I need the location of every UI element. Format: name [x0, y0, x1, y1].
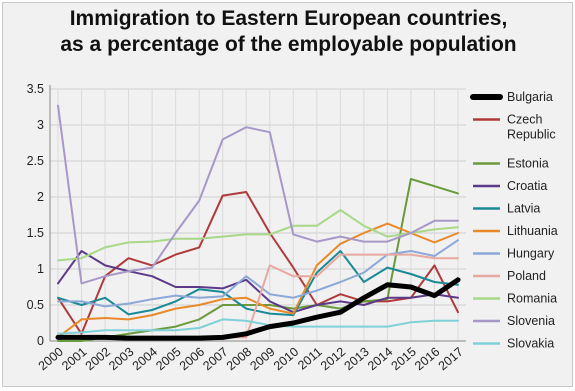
legend-label-bulgaria: Bulgaria [507, 90, 553, 104]
x-tick-label: 2006 [177, 345, 207, 374]
chart-title: Immigration to Eastern European countrie… [3, 6, 574, 58]
chart-title-line-2: as a percentage of the employable popula… [60, 33, 517, 56]
legend-label-hungary: Hungary [507, 247, 555, 261]
x-tick-label: 2003 [106, 345, 136, 374]
series-line-bulgaria [55, 277, 461, 341]
series-line-croatia [57, 250, 459, 314]
y-tick-label: 0.5 [27, 298, 44, 312]
x-tick-label: 2014 [365, 345, 395, 374]
legend-label-estonia: Estonia [507, 157, 549, 171]
y-tick-label: 3.5 [27, 82, 44, 96]
series-line-latvia [57, 250, 459, 317]
x-tick-label: 2010 [271, 345, 301, 374]
x-tick-label: 2015 [389, 345, 419, 374]
x-tick-label: 2000 [36, 345, 66, 374]
legend-label-czech-republic: Czech Republic [507, 113, 556, 142]
x-tick-label: 2013 [342, 345, 372, 374]
legend-label-croatia: Croatia [507, 179, 547, 193]
x-tick-label: 2011 [295, 345, 325, 373]
x-tick-label: 2002 [83, 345, 113, 374]
y-tick-label: 0 [37, 334, 44, 348]
series-line-slovenia [57, 104, 459, 285]
x-tick-label: 2005 [153, 345, 183, 374]
series-line-czech-republic [57, 191, 459, 335]
legend-label-lithuania: Lithuania [507, 224, 558, 238]
x-tick-label: 2001 [59, 345, 89, 374]
y-tick-label: 1 [37, 262, 44, 276]
x-tick-label: 2008 [224, 345, 254, 374]
series-line-romania [57, 209, 459, 262]
x-tick-label: 2016 [412, 345, 442, 374]
x-tick-label: 2007 [200, 345, 230, 374]
legend-label-slovakia: Slovakia [507, 337, 554, 351]
y-tick-label: 3 [37, 118, 44, 132]
y-tick-label: 2.5 [27, 154, 44, 168]
series-line-estonia [57, 178, 459, 342]
legend-label-slovenia: Slovenia [507, 314, 555, 328]
legend-label-romania: Romania [507, 292, 557, 306]
y-tick-label: 1.5 [27, 226, 44, 240]
x-tick-label: 2009 [247, 345, 277, 374]
y-tick-label: 2 [37, 190, 44, 204]
chart-frame: Immigration to Eastern European countrie… [2, 2, 573, 387]
line-chart: 0 0.5 1 1.5 2 2.5 3 3.5 200020012002200320042005… [27, 82, 558, 374]
x-tick-label: 2017 [436, 345, 466, 374]
series-line-slovakia [57, 318, 459, 335]
legend-label-poland: Poland [507, 269, 546, 283]
x-tick-label: 2004 [130, 345, 160, 374]
x-tick-label: 2012 [318, 345, 348, 374]
legend-label-latvia: Latvia [507, 202, 540, 216]
chart-title-line-1: Immigration to Eastern European countrie… [69, 7, 508, 30]
